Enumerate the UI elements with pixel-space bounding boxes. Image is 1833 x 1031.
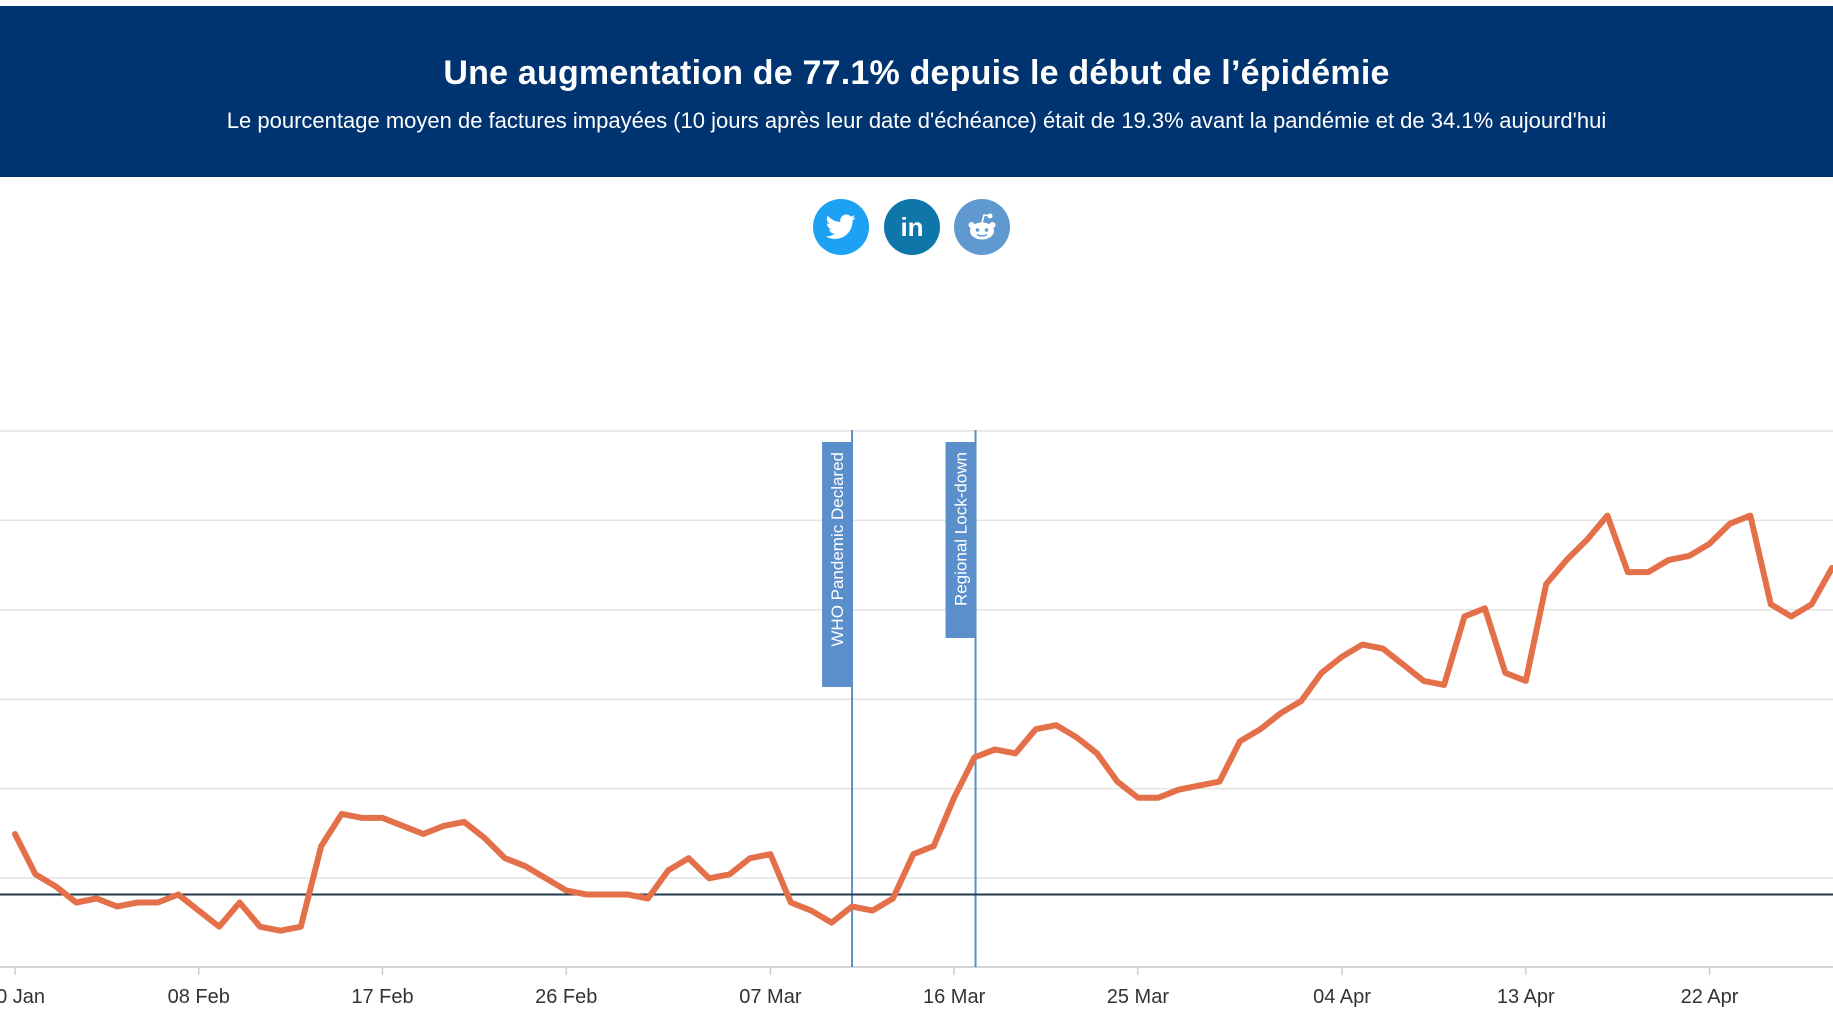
linkedin-icon: in xyxy=(900,211,924,242)
chart-subtitle: Le pourcentage moyen de factures impayée… xyxy=(226,108,1607,133)
reddit-share-button[interactable] xyxy=(954,199,1010,255)
x-tick-label: 22 Apr xyxy=(1681,986,1739,1008)
annotation-label: Regional Lock-down xyxy=(952,452,971,606)
linkedin-share-button[interactable]: in xyxy=(884,199,940,255)
line-chart: WHO Pandemic Declared Regional Lock-down … xyxy=(0,430,1833,1008)
series-line xyxy=(12,512,1833,934)
x-tick-label: 13 Apr xyxy=(1497,986,1555,1008)
x-tick-label: 16 Mar xyxy=(923,986,986,1008)
twitter-share-button[interactable] xyxy=(813,199,869,255)
twitter-icon xyxy=(826,214,856,239)
annotation-label: WHO Pandemic Declared xyxy=(828,452,847,647)
x-tick-label: 30 Jan xyxy=(0,986,45,1008)
chart-header: Une augmentation de 77.1% depuis le débu… xyxy=(0,6,1833,177)
annotation-label-box xyxy=(945,442,976,638)
chart-title: Une augmentation de 77.1% depuis le débu… xyxy=(443,54,1390,92)
annotations: WHO Pandemic Declared Regional Lock-down xyxy=(822,430,977,967)
share-bar: in xyxy=(0,199,1833,255)
gridlines xyxy=(0,430,1833,879)
x-tick-label: 26 Feb xyxy=(535,986,597,1008)
x-axis-ticks: 30 Jan 08 Feb 17 Feb 26 Feb 07 Mar 16 Mar 25 M… xyxy=(0,967,1739,1008)
x-tick-label: 08 Feb xyxy=(168,986,230,1008)
reddit-icon xyxy=(968,213,996,240)
x-tick-label: 07 Mar xyxy=(739,986,802,1008)
x-tick-label: 04 Apr xyxy=(1313,986,1371,1008)
x-tick-label: 25 Mar xyxy=(1107,986,1170,1008)
annotation-label-box xyxy=(822,442,853,687)
x-tick-label: 17 Feb xyxy=(351,986,413,1008)
